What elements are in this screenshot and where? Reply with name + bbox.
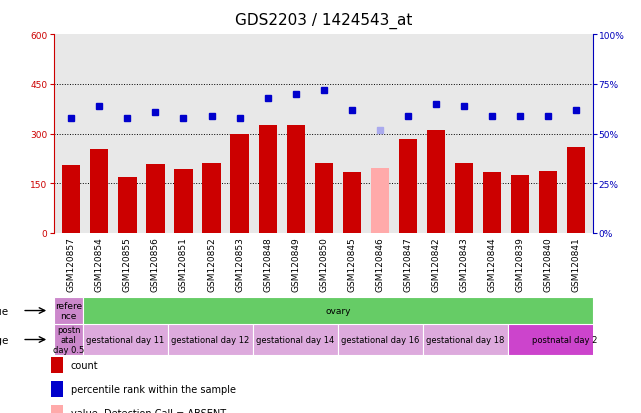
Text: GSM120842: GSM120842 — [431, 237, 440, 291]
Bar — [168, 324, 253, 355]
Bar — [51, 381, 63, 397]
Bar — [511, 176, 529, 233]
Bar — [54, 297, 83, 324]
Bar — [119, 178, 137, 233]
Bar — [203, 164, 221, 233]
Bar — [174, 170, 192, 233]
Text: gestational day 18: gestational day 18 — [426, 335, 504, 344]
Text: GSM120846: GSM120846 — [375, 237, 385, 291]
Bar — [455, 164, 473, 233]
Text: GSM120840: GSM120840 — [544, 237, 553, 291]
Text: percentile rank within the sample: percentile rank within the sample — [71, 384, 235, 394]
Bar — [62, 166, 80, 233]
Text: GSM120843: GSM120843 — [460, 237, 469, 291]
Bar — [287, 126, 304, 233]
Bar — [399, 139, 417, 233]
Text: GSM120848: GSM120848 — [263, 237, 272, 291]
Bar — [508, 324, 621, 355]
Text: postn
atal
day 0.5: postn atal day 0.5 — [53, 325, 84, 354]
Text: GSM120851: GSM120851 — [179, 237, 188, 291]
Text: GSM120847: GSM120847 — [403, 237, 412, 291]
Text: GSM120856: GSM120856 — [151, 237, 160, 291]
Text: GSM120849: GSM120849 — [291, 237, 300, 291]
Bar — [370, 169, 389, 233]
Text: refere
nce: refere nce — [55, 301, 82, 320]
Bar — [423, 324, 508, 355]
Text: value, Detection Call = ABSENT: value, Detection Call = ABSENT — [71, 408, 226, 413]
Bar — [51, 357, 63, 373]
Text: GSM120850: GSM120850 — [319, 237, 328, 291]
Bar — [90, 150, 108, 233]
Text: count: count — [71, 360, 98, 370]
Bar — [258, 126, 277, 233]
Bar — [231, 134, 249, 233]
Text: gestational day 14: gestational day 14 — [256, 335, 335, 344]
Text: GSM120841: GSM120841 — [572, 237, 581, 291]
Text: GSM120854: GSM120854 — [95, 237, 104, 291]
Text: GSM120839: GSM120839 — [515, 237, 524, 291]
Text: age: age — [0, 335, 9, 345]
Text: GSM120844: GSM120844 — [487, 237, 497, 291]
Bar — [83, 324, 168, 355]
Text: gestational day 11: gestational day 11 — [86, 335, 165, 344]
Bar — [315, 164, 333, 233]
Bar — [146, 165, 165, 233]
Text: GSM120855: GSM120855 — [123, 237, 132, 291]
Text: gestational day 12: gestational day 12 — [171, 335, 249, 344]
Bar — [51, 405, 63, 413]
Bar — [427, 131, 445, 233]
Text: GSM120852: GSM120852 — [207, 237, 216, 291]
Bar — [343, 173, 361, 233]
Text: GSM120845: GSM120845 — [347, 237, 356, 291]
Text: tissue: tissue — [0, 306, 9, 316]
Bar — [54, 324, 83, 355]
Text: GSM120857: GSM120857 — [67, 237, 76, 291]
Bar — [338, 324, 423, 355]
Bar — [483, 172, 501, 233]
Bar — [567, 148, 585, 233]
Text: ovary: ovary — [325, 306, 351, 315]
Text: gestational day 16: gestational day 16 — [341, 335, 420, 344]
Text: postnatal day 2: postnatal day 2 — [532, 335, 597, 344]
Bar — [539, 171, 557, 233]
Bar — [253, 324, 338, 355]
Text: GSM120853: GSM120853 — [235, 237, 244, 291]
Text: GDS2203 / 1424543_at: GDS2203 / 1424543_at — [235, 12, 412, 28]
